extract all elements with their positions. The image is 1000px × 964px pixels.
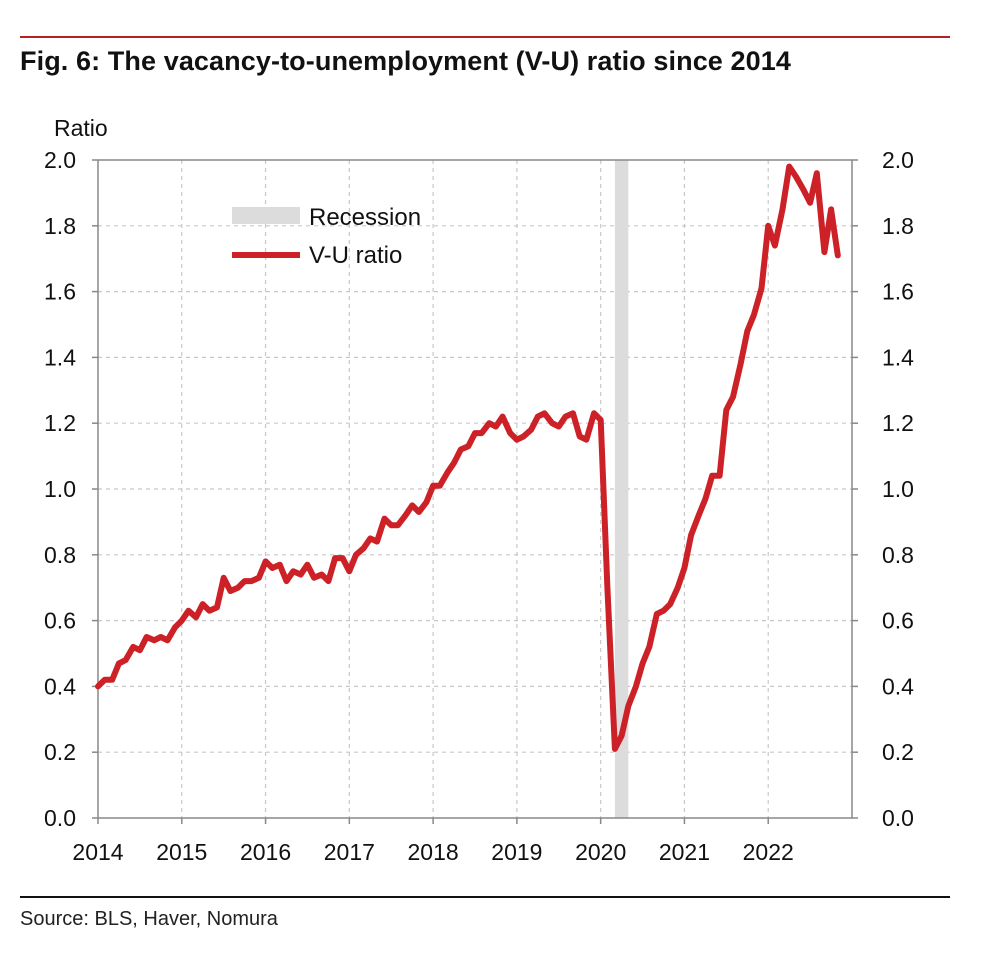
y-tick-label-right: 1.8	[882, 213, 914, 239]
y-tick-label-left: 0.6	[44, 608, 76, 634]
x-tick-label: 2022	[743, 839, 794, 865]
bottom-rule	[20, 896, 950, 898]
legend: Recession V-U ratio	[232, 204, 421, 269]
y-tick-label-left: 1.2	[44, 410, 76, 436]
x-tick-label: 2020	[575, 839, 626, 865]
y-tick-label-left: 1.4	[44, 344, 76, 370]
top-rule	[20, 36, 950, 38]
recession-band	[614, 160, 629, 818]
y-tick-label-right: 0.6	[882, 608, 914, 634]
series-line-vu-ratio	[95, 163, 841, 752]
x-tick-label: 2019	[491, 839, 542, 865]
y-tick-label-left: 1.8	[44, 213, 76, 239]
y-tick-label-right: 0.8	[882, 542, 914, 568]
x-tick-label: 2016	[240, 839, 291, 865]
x-tick-label: 2014	[72, 839, 123, 865]
x-tick-label: 2018	[408, 839, 459, 865]
y-tick-label-left: 0.4	[44, 673, 76, 699]
figure-title: Fig. 6: The vacancy-to-unemployment (V-U…	[20, 46, 791, 76]
x-axis-labels: 2014 2015 2016 2017 2018 2019 2020 2021 2022	[72, 839, 793, 865]
y-tick-label-right: 1.6	[882, 279, 914, 305]
source-note: Source: BLS, Haver, Nomura	[20, 908, 278, 930]
x-tick-label: 2021	[659, 839, 710, 865]
y-tick-label-right: 0.0	[882, 805, 914, 831]
x-tick-label: 2015	[156, 839, 207, 865]
y-tick-label-left: 0.8	[44, 542, 76, 568]
legend-label-recession: Recession	[309, 204, 421, 231]
y-axis-left-labels: 0.0 0.2 0.4 0.6 0.8 1.0 1.2 1.4 1.6 1.8 2.0	[44, 147, 76, 831]
y-tick-label-right: 1.2	[882, 410, 914, 436]
y-tick-label-left: 1.6	[44, 279, 76, 305]
y-tick-label-right: 0.4	[882, 673, 914, 699]
y-tick-label-right: 0.2	[882, 739, 914, 765]
y-tick-label-left: 2.0	[44, 147, 76, 173]
gridlines	[98, 160, 852, 818]
legend-swatch-recession	[232, 207, 300, 224]
x-tick-label: 2017	[324, 839, 375, 865]
y-axis-title: Ratio	[54, 115, 108, 141]
y-tick-label-right: 1.4	[882, 344, 914, 370]
tick-marks	[92, 159, 858, 824]
y-tick-label-right: 2.0	[882, 147, 914, 173]
y-tick-label-right: 1.0	[882, 476, 914, 502]
y-axis-right-labels: 0.0 0.2 0.4 0.6 0.8 1.0 1.2 1.4 1.6 1.8 2.0	[882, 147, 914, 831]
y-tick-label-left: 0.0	[44, 805, 76, 831]
legend-label-vu-ratio: V-U ratio	[309, 242, 402, 269]
y-tick-label-left: 0.2	[44, 739, 76, 765]
y-tick-label-left: 1.0	[44, 476, 76, 502]
